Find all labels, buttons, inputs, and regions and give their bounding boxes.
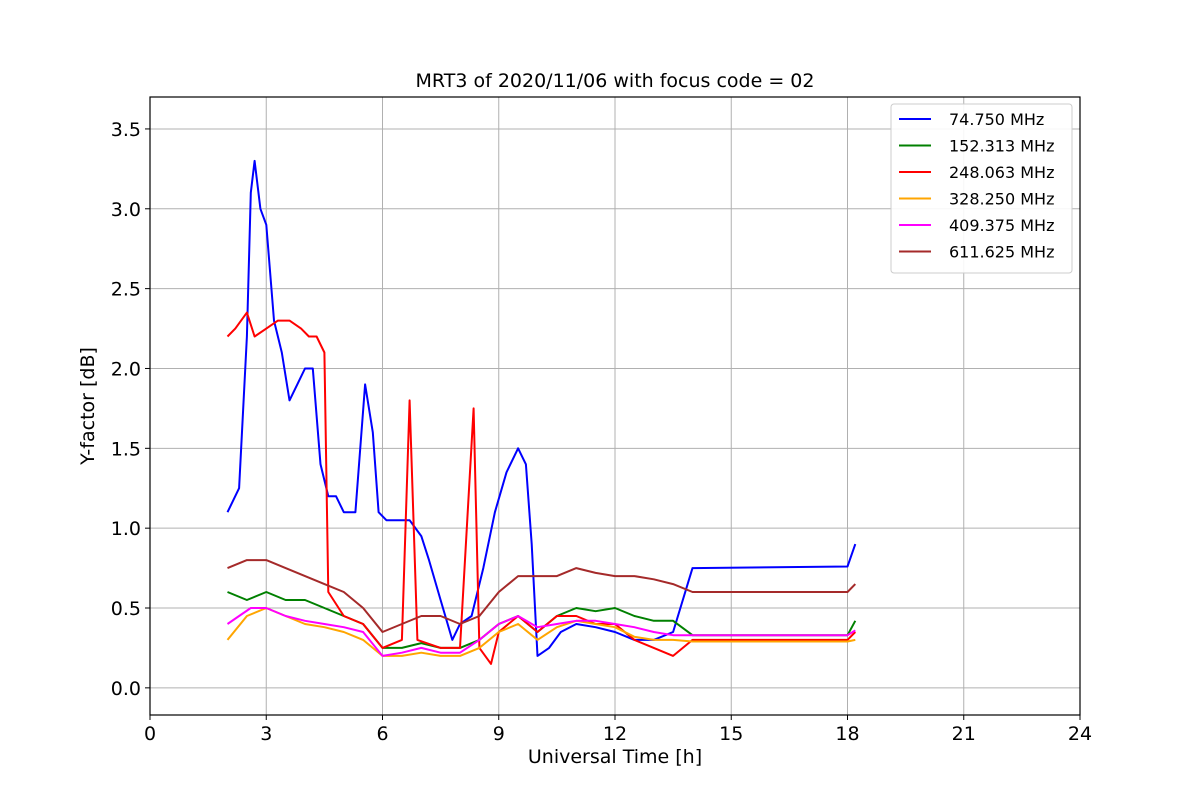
x-tick-label: 3 bbox=[260, 723, 272, 745]
x-tick-label: 9 bbox=[493, 723, 505, 745]
legend-label: 152.313 MHz bbox=[949, 137, 1054, 156]
chart-title: MRT3 of 2020/11/06 with focus code = 02 bbox=[416, 70, 815, 92]
series-line-4 bbox=[226, 607, 856, 657]
x-tick-label: 18 bbox=[835, 723, 859, 745]
legend-label: 248.063 MHz bbox=[949, 163, 1054, 182]
y-tick-label: 0.0 bbox=[111, 678, 141, 700]
legend-label: 328.250 MHz bbox=[949, 190, 1054, 209]
y-tick-label: 1.0 bbox=[111, 518, 141, 540]
series-line-3 bbox=[226, 311, 857, 665]
x-tick-label: 0 bbox=[144, 723, 156, 745]
axes: 0 3 6 9 12 15 18 21 24 0.0 0.5 1.0 1.5 2.0 2.5 3.0 3.5 bbox=[111, 119, 1092, 745]
series-line-6 bbox=[227, 559, 857, 633]
y-tick-label: 3.0 bbox=[111, 199, 141, 221]
legend: 74.750 MHz 152.313 MHz 248.063 MHz 328.250 … bbox=[890, 103, 1073, 274]
x-tick-label: 15 bbox=[719, 723, 743, 745]
x-tick-label: 21 bbox=[952, 723, 976, 745]
y-axis-label: Y-factor [dB] bbox=[77, 347, 99, 466]
y-tick-label: 2.0 bbox=[111, 358, 141, 380]
x-tick-label: 6 bbox=[376, 723, 388, 745]
legend-label: 74.750 MHz bbox=[949, 110, 1044, 129]
x-tick-label: 24 bbox=[1068, 723, 1092, 745]
y-tick-label: 2.5 bbox=[111, 279, 141, 301]
legend-box bbox=[890, 103, 1073, 274]
legend-label: 409.375 MHz bbox=[949, 216, 1054, 235]
series-line-1 bbox=[226, 159, 857, 657]
x-axis-label: Universal Time [h] bbox=[528, 746, 702, 768]
y-tick-label: 1.5 bbox=[111, 438, 141, 460]
x-tick-label: 12 bbox=[603, 723, 627, 745]
y-tick-label: 3.5 bbox=[111, 119, 141, 141]
legend-label: 611.625 MHz bbox=[949, 243, 1054, 262]
series-line-5 bbox=[226, 607, 856, 657]
y-tick-label: 0.5 bbox=[111, 598, 141, 620]
series-group bbox=[226, 159, 857, 665]
